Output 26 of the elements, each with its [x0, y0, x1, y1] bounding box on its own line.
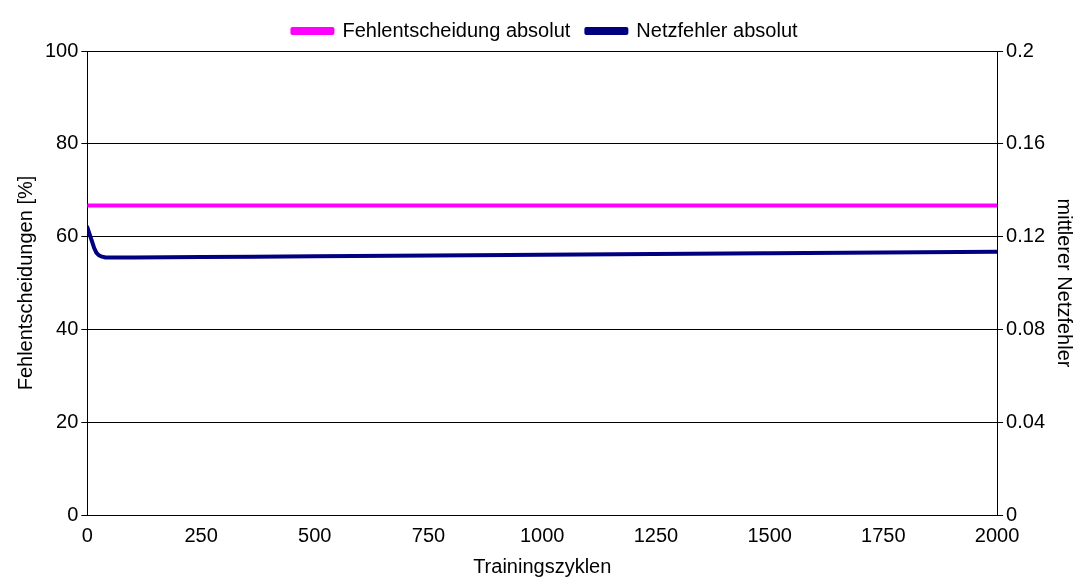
y-axis-title: Fehlentscheidungen [%]: [13, 175, 36, 391]
y-tick-label: 100: [44, 38, 79, 61]
x-tick-label: 500: [298, 523, 332, 546]
x-axis-title: Trainingszyklen: [473, 554, 612, 577]
x-tick-label: 1500: [747, 523, 792, 546]
y-tick-label: 0: [67, 502, 79, 525]
x-tick-label: 2000: [974, 523, 1020, 546]
x-tick-label: 1250: [633, 523, 679, 546]
y2-tick-label: 0.16: [1006, 131, 1046, 154]
x-tick-label: 1000: [519, 523, 565, 546]
y2-tick-label: 0: [1006, 502, 1018, 525]
x-tick-label: 250: [184, 523, 218, 546]
y-tick-label: 80: [56, 131, 79, 154]
y2-tick-label: 0.12: [1006, 224, 1046, 247]
x-tick-label: 1750: [861, 523, 906, 546]
x-tick-label: 750: [411, 523, 446, 546]
x-tick-label: 0: [81, 523, 93, 546]
y-tick-label: 40: [56, 316, 79, 339]
y2-axis-title: mittlerer Netzfehler: [1054, 198, 1077, 368]
y2-tick-label: 0.2: [1006, 38, 1034, 61]
legend-label: Netzfehler absolut: [636, 18, 799, 41]
legend-label: Fehlentscheidung absolut: [342, 18, 571, 41]
y2-tick-label: 0.04: [1006, 409, 1046, 432]
y-tick-label: 60: [56, 224, 79, 247]
y2-tick-label: 0.08: [1006, 316, 1046, 339]
y-tick-label: 20: [56, 409, 79, 432]
